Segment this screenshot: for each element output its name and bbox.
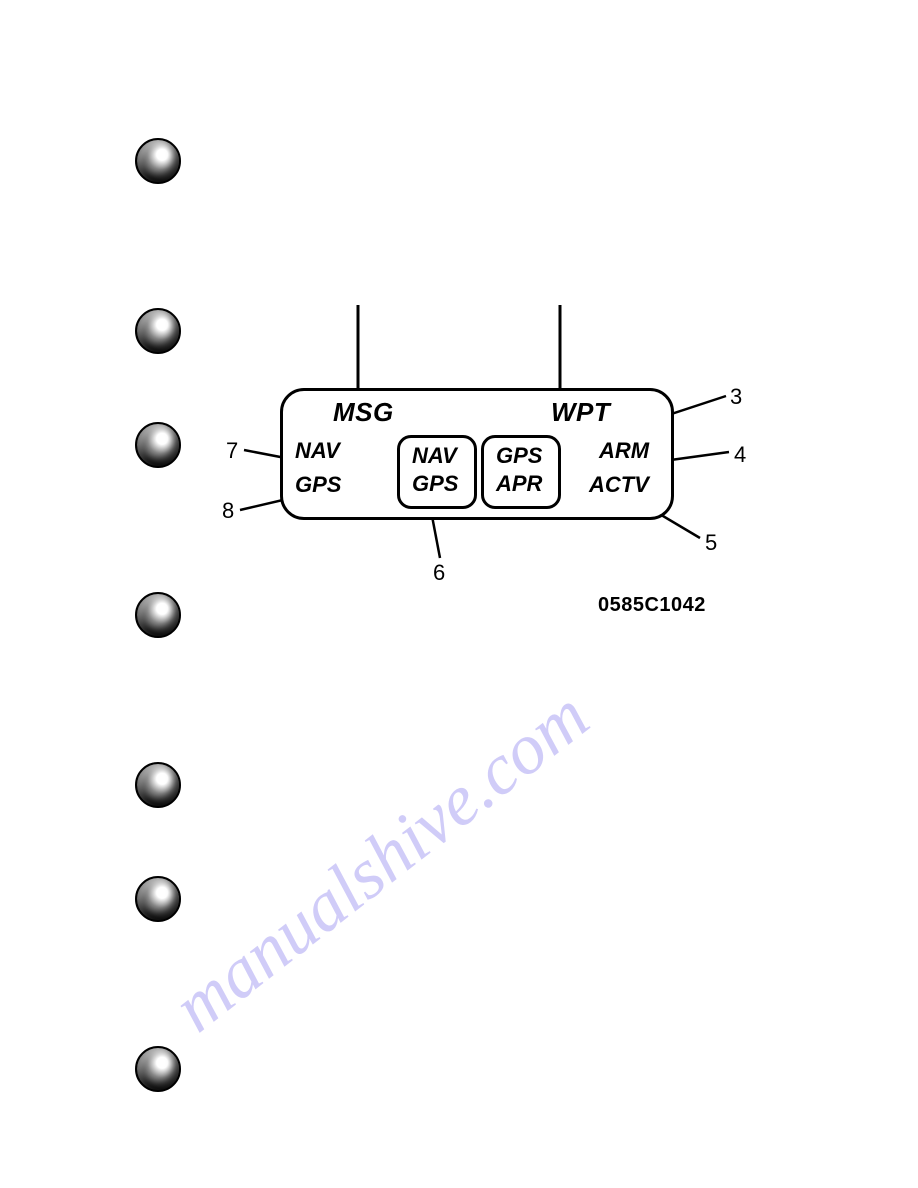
ring-hole <box>135 138 181 184</box>
callout-4: 4 <box>734 442 746 468</box>
leader-lines <box>0 0 918 1188</box>
inner-box-navgps-line1: NAV <box>412 444 457 469</box>
inner-box-gpsapr-line2: APR <box>496 472 542 497</box>
watermark-text: manualshive.com <box>158 674 605 1048</box>
callout-8: 8 <box>222 498 234 524</box>
inner-box-navgps: NAV GPS <box>397 435 477 509</box>
annunciator-panel: MSG WPT NAV GPS ARM ACTV NAV GPS GPS APR <box>280 388 674 520</box>
panel-outline: MSG WPT NAV GPS ARM ACTV NAV GPS GPS APR <box>280 388 674 520</box>
label-wpt: WPT <box>551 397 610 428</box>
callout-6: 6 <box>433 560 445 586</box>
callout-3: 3 <box>730 384 742 410</box>
callout-7: 7 <box>226 438 238 464</box>
inner-box-navgps-line2: GPS <box>412 472 458 497</box>
ring-hole <box>135 422 181 468</box>
label-arm: ARM <box>599 439 649 464</box>
inner-box-gpsapr: GPS APR <box>481 435 561 509</box>
ring-hole <box>135 1046 181 1092</box>
label-actv: ACTV <box>589 473 649 498</box>
ring-hole <box>135 762 181 808</box>
ring-hole <box>135 592 181 638</box>
figure-id: 0585C1042 <box>598 594 706 617</box>
callout-5: 5 <box>705 530 717 556</box>
page: manualshive.com MSG WPT NAV GPS ARM ACTV… <box>0 0 918 1188</box>
ring-hole <box>135 308 181 354</box>
ring-hole <box>135 876 181 922</box>
label-msg: MSG <box>333 397 394 428</box>
inner-box-gpsapr-line1: GPS <box>496 444 542 469</box>
label-gps: GPS <box>295 473 341 498</box>
label-nav: NAV <box>295 439 340 464</box>
